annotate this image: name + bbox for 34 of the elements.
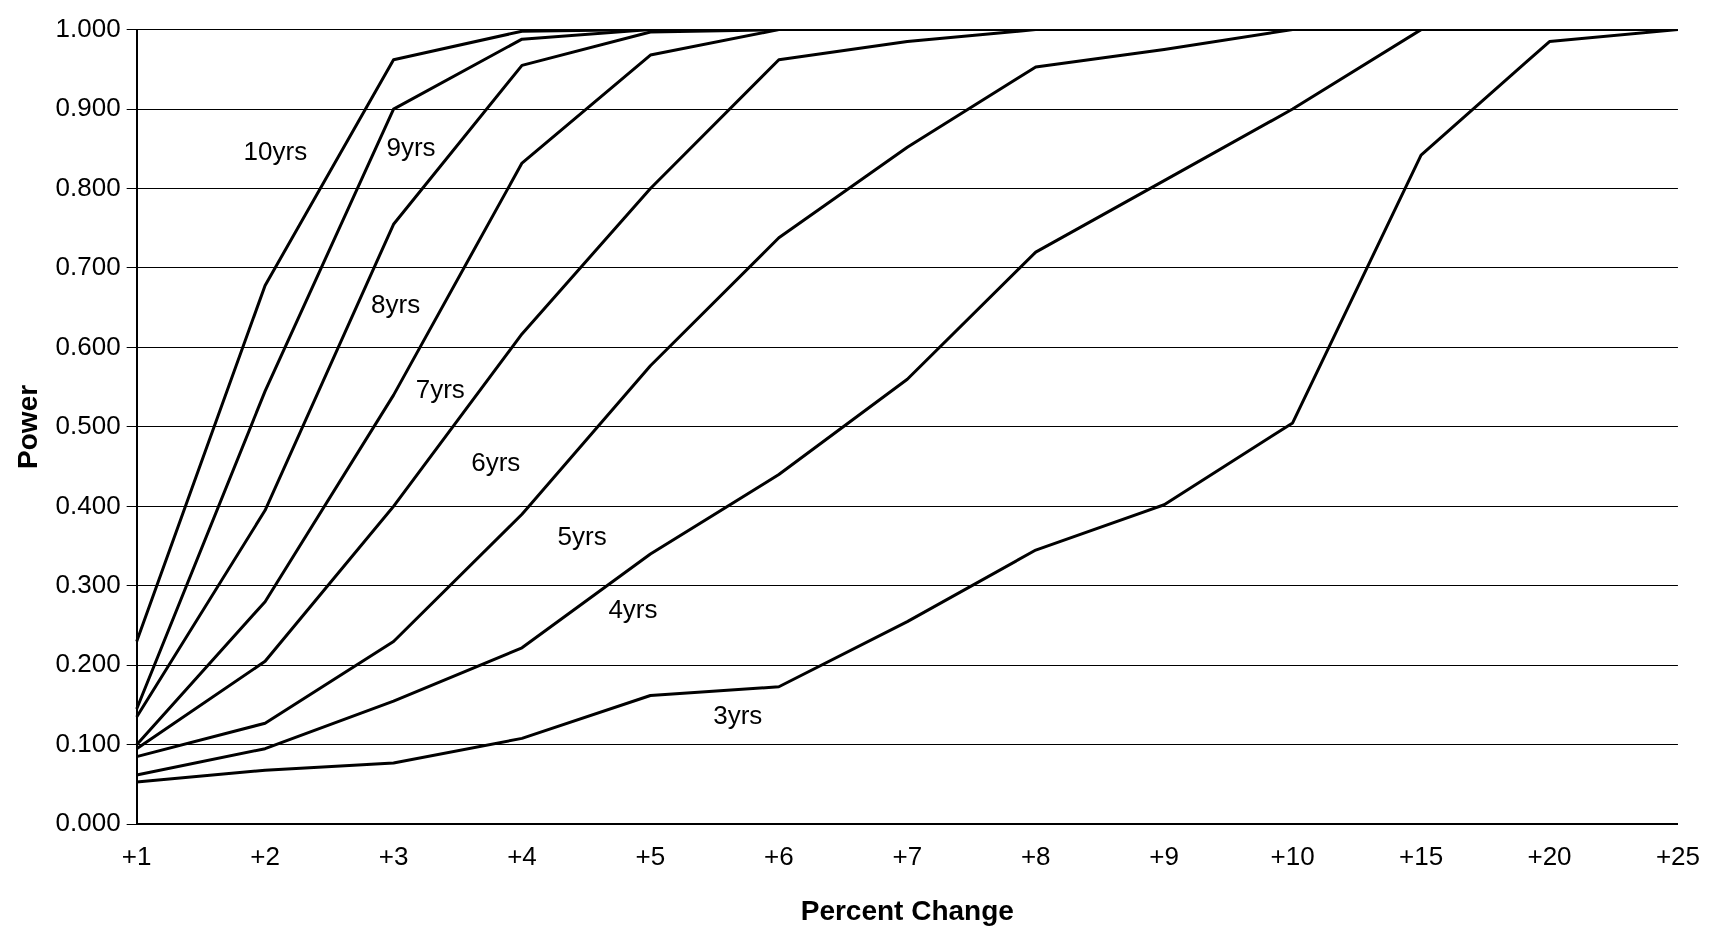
y-axis-title: Power — [11, 384, 43, 469]
x-tick-label: +2 — [250, 840, 280, 871]
series-label: 5yrs — [557, 520, 607, 551]
x-tick-label: +20 — [1527, 840, 1572, 871]
y-tick-label: 0.700 — [55, 251, 121, 282]
x-tick-label: +4 — [507, 840, 537, 871]
x-tick-label: +25 — [1655, 840, 1700, 871]
x-tick-label: +15 — [1399, 840, 1444, 871]
series-label: 9yrs — [386, 131, 436, 162]
y-tick-label: 0.200 — [55, 648, 121, 679]
x-tick-label: +6 — [764, 840, 794, 871]
y-tick-label: 0.300 — [55, 568, 121, 599]
x-axis-title: Percent Change — [800, 894, 1014, 926]
x-tick-label: +1 — [121, 840, 152, 871]
series-label: 6yrs — [471, 446, 521, 477]
x-tick-label: +3 — [378, 840, 409, 871]
x-tick-label: +5 — [635, 840, 666, 871]
x-tick-label: +9 — [1149, 840, 1180, 871]
y-tick-label: 0.600 — [55, 330, 121, 361]
y-tick-label: 1.000 — [55, 12, 121, 43]
x-tick-label: +8 — [1020, 840, 1051, 871]
series-label: 7yrs — [415, 373, 465, 404]
y-tick-label: 0.500 — [55, 410, 121, 441]
series-label: 10yrs — [243, 135, 308, 166]
x-tick-label: +10 — [1270, 840, 1315, 871]
y-tick-label: 0.800 — [55, 171, 121, 202]
x-tick-label: +7 — [892, 840, 923, 871]
y-tick-label: 0.400 — [55, 489, 121, 520]
series-label: 3yrs — [713, 700, 763, 731]
series-label: 4yrs — [608, 594, 658, 625]
y-tick-label: 0.000 — [55, 807, 121, 838]
y-tick-label: 0.100 — [55, 727, 121, 758]
y-tick-label: 0.900 — [55, 92, 121, 123]
series-label: 8yrs — [371, 289, 421, 320]
